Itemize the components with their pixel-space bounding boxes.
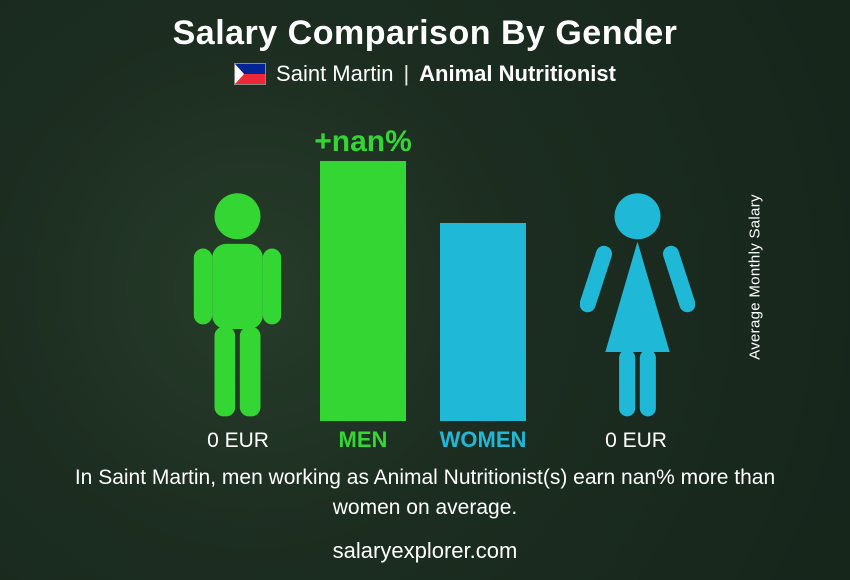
- country-label: Saint Martin: [276, 61, 393, 87]
- woman-icon: [580, 191, 695, 421]
- bar-women: [440, 223, 526, 421]
- y-axis-label: Average Monthly Salary: [747, 194, 764, 360]
- women-label: WOMEN: [440, 427, 527, 453]
- men-salary: 0 EUR: [207, 429, 269, 452]
- women-salary: 0 EUR: [605, 429, 667, 452]
- subtitle-row: Saint Martin | Animal Nutritionist: [0, 61, 850, 87]
- men-label-row: 0 EUR: [207, 427, 269, 453]
- description-text: In Saint Martin, men working as Animal N…: [0, 463, 850, 524]
- bar-men: [320, 161, 406, 421]
- job-label: Animal Nutritionist: [419, 61, 616, 87]
- percent-diff-label: +nan%: [314, 125, 412, 159]
- men-label: MEN: [339, 427, 388, 453]
- man-icon: [180, 191, 295, 421]
- bar-chart: +nan% 0 EUR MEN WOMEN 0 EUR Average Mont…: [0, 97, 850, 457]
- divider: |: [403, 61, 409, 87]
- footer-link[interactable]: salaryexplorer.com: [0, 538, 850, 564]
- women-label-row: 0 EUR: [605, 427, 667, 453]
- page-title: Salary Comparison By Gender: [0, 14, 850, 53]
- header: Salary Comparison By Gender Saint Martin…: [0, 0, 850, 87]
- flag-icon: [234, 63, 266, 85]
